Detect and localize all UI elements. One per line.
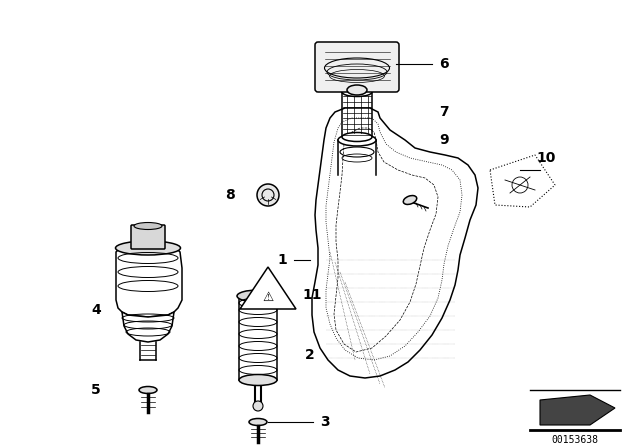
Text: 00153638: 00153638: [552, 435, 598, 445]
Polygon shape: [122, 312, 174, 342]
Ellipse shape: [115, 241, 180, 255]
Text: ⚠: ⚠: [262, 290, 274, 303]
Polygon shape: [240, 267, 296, 309]
Text: 6: 6: [439, 57, 449, 71]
Ellipse shape: [239, 375, 277, 385]
Polygon shape: [540, 395, 615, 425]
Ellipse shape: [347, 85, 367, 95]
Ellipse shape: [342, 87, 372, 96]
Polygon shape: [490, 155, 555, 207]
Circle shape: [257, 184, 279, 206]
Ellipse shape: [237, 290, 279, 302]
Text: 1: 1: [277, 253, 287, 267]
Text: 2: 2: [305, 348, 315, 362]
Text: 9: 9: [439, 133, 449, 147]
Text: 11: 11: [302, 288, 322, 302]
Ellipse shape: [342, 133, 372, 142]
Ellipse shape: [403, 195, 417, 204]
Polygon shape: [116, 245, 182, 317]
Polygon shape: [312, 108, 478, 378]
Ellipse shape: [338, 134, 376, 146]
Text: 3: 3: [320, 415, 330, 429]
Text: 5: 5: [91, 383, 101, 397]
Text: 8: 8: [225, 188, 235, 202]
FancyBboxPatch shape: [315, 42, 399, 92]
Circle shape: [253, 401, 263, 411]
Ellipse shape: [134, 223, 162, 229]
Text: 10: 10: [536, 151, 556, 165]
FancyBboxPatch shape: [131, 225, 165, 249]
Ellipse shape: [139, 387, 157, 393]
Ellipse shape: [249, 418, 267, 426]
Text: 4: 4: [91, 303, 101, 317]
Text: 7: 7: [439, 105, 449, 119]
